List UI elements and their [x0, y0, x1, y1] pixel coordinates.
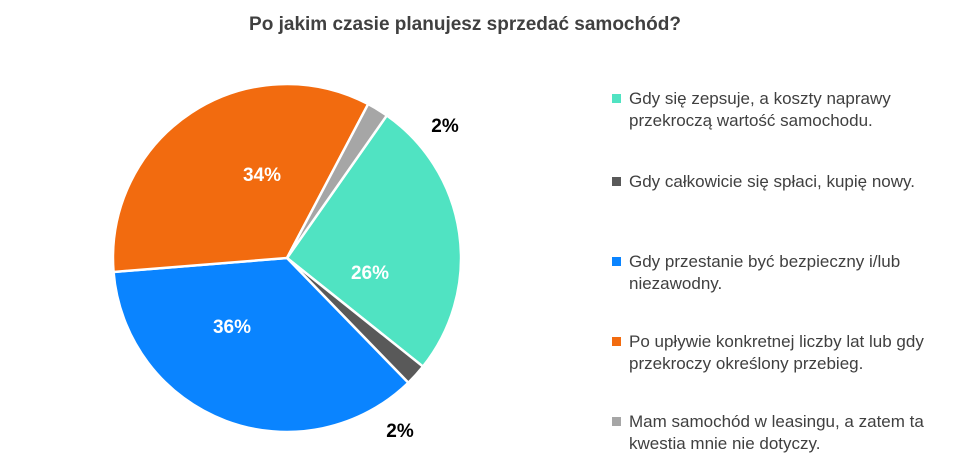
slice-data-label: 2% — [431, 116, 459, 137]
legend-marker — [612, 417, 621, 426]
legend-label: Gdy przestanie być bezpieczny i/lub niez… — [629, 252, 901, 293]
pie-slice — [285, 102, 389, 260]
slice-data-label: 36% — [213, 317, 251, 338]
legend-item: Po upływie konkretnej liczby lat lub gdy… — [612, 331, 958, 375]
legend-label: Po upływie konkretnej liczby lat lub gdy… — [629, 332, 924, 373]
slice-data-label: 2% — [386, 421, 414, 442]
legend-label: Mam samochód w leasingu, a zatem ta kwes… — [629, 412, 924, 453]
pie-slice — [112, 256, 410, 434]
slice-data-label: 26% — [351, 263, 389, 284]
legend-item: Gdy się zepsuje, a koszty naprawy przekr… — [612, 88, 958, 132]
legend-item: Gdy całkowicie się spłaci, kupię nowy. — [612, 171, 958, 193]
legend-marker — [612, 177, 621, 186]
legend-label: Gdy się zepsuje, a koszty naprawy przekr… — [629, 89, 891, 130]
slice-data-label: 34% — [243, 165, 281, 186]
legend-item: Mam samochód w leasingu, a zatem ta kwes… — [612, 411, 958, 455]
legend-marker — [612, 337, 621, 346]
legend-marker — [612, 94, 621, 103]
legend-item: Gdy przestanie być bezpieczny i/lub niez… — [612, 251, 958, 295]
legend-label: Gdy całkowicie się spłaci, kupię nowy. — [629, 172, 915, 191]
pie-chart: 26% 2% 36% 34% 2% — [111, 82, 463, 442]
legend-marker — [612, 257, 621, 266]
pie-slice — [285, 114, 463, 368]
chart-title: Po jakim czasie planujesz sprzedać samoc… — [249, 14, 681, 35]
